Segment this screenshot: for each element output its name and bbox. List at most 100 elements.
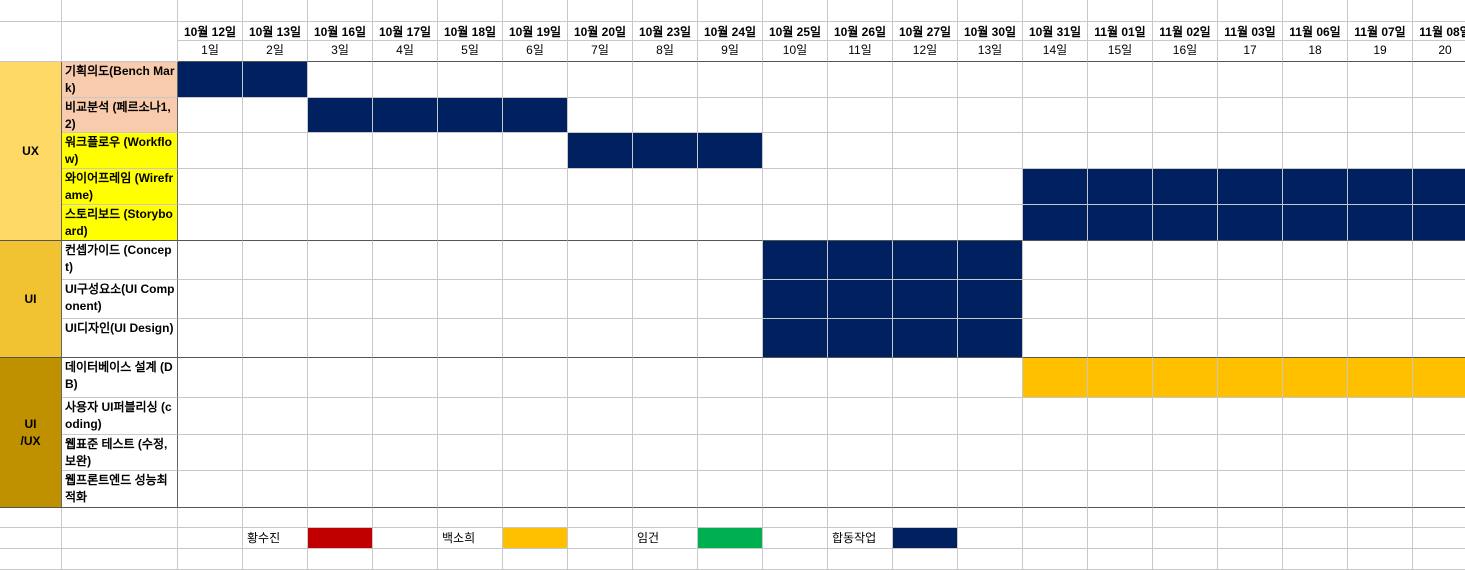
grid-cell[interactable]	[1218, 528, 1283, 549]
grid-cell[interactable]	[438, 133, 503, 169]
schedule-bar[interactable]	[243, 62, 308, 98]
grid-cell[interactable]	[633, 358, 698, 398]
task-name[interactable]: 비교분석 (페르소나1, 2)	[62, 98, 178, 133]
grid-cell[interactable]	[308, 241, 373, 280]
grid-cell[interactable]	[568, 435, 633, 471]
grid-cell[interactable]	[568, 0, 633, 22]
grid-cell[interactable]	[1283, 435, 1348, 471]
grid-cell[interactable]	[1348, 398, 1413, 435]
grid-cell[interactable]	[373, 169, 438, 205]
grid-cell[interactable]	[1413, 0, 1465, 22]
group-label[interactable]: UI /UX	[0, 358, 62, 508]
grid-cell[interactable]	[1088, 528, 1153, 549]
grid-cell[interactable]	[958, 169, 1023, 205]
grid-cell[interactable]	[763, 358, 828, 398]
grid-cell[interactable]	[1088, 62, 1153, 98]
grid-cell[interactable]	[503, 435, 568, 471]
grid-cell[interactable]	[178, 241, 243, 280]
grid-cell[interactable]	[698, 169, 763, 205]
grid-cell[interactable]	[1153, 508, 1218, 528]
grid-cell[interactable]	[503, 549, 568, 570]
grid-cell[interactable]	[568, 98, 633, 133]
grid-cell[interactable]	[1413, 280, 1465, 319]
grid-cell[interactable]	[373, 280, 438, 319]
day-number[interactable]: 8일	[633, 41, 698, 62]
schedule-bar[interactable]	[1023, 205, 1088, 241]
date-header[interactable]: 11월 02일	[1153, 22, 1218, 41]
grid-cell[interactable]	[308, 205, 373, 241]
date-header[interactable]: 10월 12일	[178, 22, 243, 41]
day-number[interactable]: 4일	[373, 41, 438, 62]
grid-cell[interactable]	[0, 508, 62, 528]
grid-cell[interactable]	[1218, 62, 1283, 98]
grid-cell[interactable]	[568, 398, 633, 435]
grid-cell[interactable]	[243, 169, 308, 205]
grid-cell[interactable]	[698, 241, 763, 280]
day-number[interactable]: 18	[1283, 41, 1348, 62]
grid-cell[interactable]	[1023, 508, 1088, 528]
grid-cell[interactable]	[1283, 0, 1348, 22]
grid-cell[interactable]	[1348, 549, 1413, 570]
grid-cell[interactable]	[1348, 133, 1413, 169]
grid-cell[interactable]	[503, 62, 568, 98]
grid-cell[interactable]	[373, 398, 438, 435]
grid-cell[interactable]	[243, 205, 308, 241]
grid-cell[interactable]	[1153, 133, 1218, 169]
grid-cell[interactable]	[568, 205, 633, 241]
grid-cell[interactable]	[373, 133, 438, 169]
grid-cell[interactable]	[763, 205, 828, 241]
grid-cell[interactable]	[1283, 280, 1348, 319]
grid-cell[interactable]	[893, 205, 958, 241]
grid-cell[interactable]	[438, 241, 503, 280]
grid-cell[interactable]	[308, 471, 373, 508]
grid-cell[interactable]	[828, 62, 893, 98]
grid-cell[interactable]	[1153, 98, 1218, 133]
schedule-bar[interactable]	[1153, 205, 1218, 241]
grid-cell[interactable]	[958, 358, 1023, 398]
grid-cell[interactable]	[1283, 133, 1348, 169]
grid-cell[interactable]	[1023, 528, 1088, 549]
grid-cell[interactable]	[1023, 435, 1088, 471]
grid-cell[interactable]	[763, 435, 828, 471]
grid-cell[interactable]	[633, 471, 698, 508]
grid-cell[interactable]	[1088, 508, 1153, 528]
schedule-bar[interactable]	[1023, 169, 1088, 205]
grid-cell[interactable]	[178, 398, 243, 435]
grid-cell[interactable]	[308, 133, 373, 169]
schedule-bar[interactable]	[308, 98, 373, 133]
grid-cell[interactable]	[958, 435, 1023, 471]
schedule-bar[interactable]	[438, 98, 503, 133]
grid-cell[interactable]	[1218, 549, 1283, 570]
grid-cell[interactable]	[438, 169, 503, 205]
grid-cell[interactable]	[243, 98, 308, 133]
grid-cell[interactable]	[763, 133, 828, 169]
grid-cell[interactable]	[698, 358, 763, 398]
grid-cell[interactable]	[1413, 133, 1465, 169]
grid-cell[interactable]	[438, 358, 503, 398]
grid-cell[interactable]	[633, 319, 698, 358]
grid-cell[interactable]	[308, 319, 373, 358]
day-number[interactable]: 3일	[308, 41, 373, 62]
grid-cell[interactable]	[308, 62, 373, 98]
grid-cell[interactable]	[243, 471, 308, 508]
grid-cell[interactable]	[633, 528, 698, 549]
grid-cell[interactable]	[568, 358, 633, 398]
grid-cell[interactable]	[828, 358, 893, 398]
date-header[interactable]: 10월 25일	[763, 22, 828, 41]
grid-cell[interactable]	[62, 528, 178, 549]
schedule-bar[interactable]	[1348, 358, 1413, 398]
grid-cell[interactable]	[698, 435, 763, 471]
grid-cell[interactable]	[568, 471, 633, 508]
grid-cell[interactable]	[438, 549, 503, 570]
day-number[interactable]: 19	[1348, 41, 1413, 62]
grid-cell[interactable]	[1153, 398, 1218, 435]
grid-cell[interactable]	[503, 398, 568, 435]
grid-cell[interactable]	[0, 0, 62, 22]
grid-cell[interactable]	[1088, 319, 1153, 358]
grid-cell[interactable]	[1413, 471, 1465, 508]
grid-cell[interactable]	[243, 241, 308, 280]
grid-cell[interactable]	[1413, 508, 1465, 528]
grid-cell[interactable]	[373, 528, 438, 549]
grid-cell[interactable]	[828, 398, 893, 435]
date-header[interactable]: 10월 13일	[243, 22, 308, 41]
